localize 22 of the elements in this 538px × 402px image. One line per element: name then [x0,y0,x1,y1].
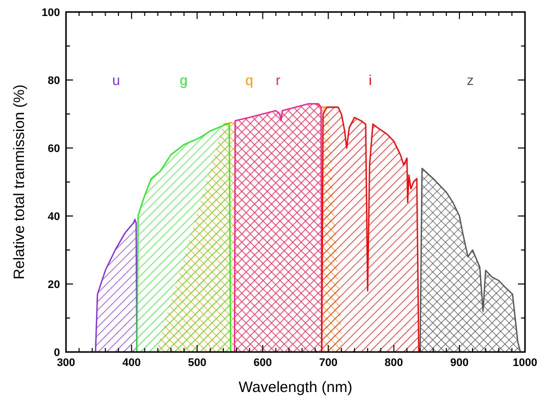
text: g [180,72,188,88]
x-axis-title: Wavelength (nm) [238,379,352,396]
x-tick-label: 700 [319,357,338,369]
y-tick-label: 100 [42,7,60,19]
x-tick-label: 600 [254,357,272,369]
y-tick-label: 80 [48,75,60,87]
x-tick-label: 1000 [512,357,538,369]
x-tick-label: 800 [384,357,404,369]
text: q [245,72,254,88]
x-tick-label: 300 [56,357,76,369]
y-axis-title: Relative total tranmission (%) [11,84,28,280]
y-tick-label: 60 [48,143,60,155]
x-tick-label: 500 [188,357,206,369]
y-tick-label: 0 [54,347,60,359]
y-tick-label: 40 [48,211,60,223]
x-tick-label: 900 [450,357,469,369]
y-tick-label: 20 [48,279,60,291]
x-tick-label: 400 [122,357,141,369]
text: u [112,72,120,88]
text: i [368,72,372,88]
series-label: r [276,72,281,88]
text: z [466,72,474,88]
